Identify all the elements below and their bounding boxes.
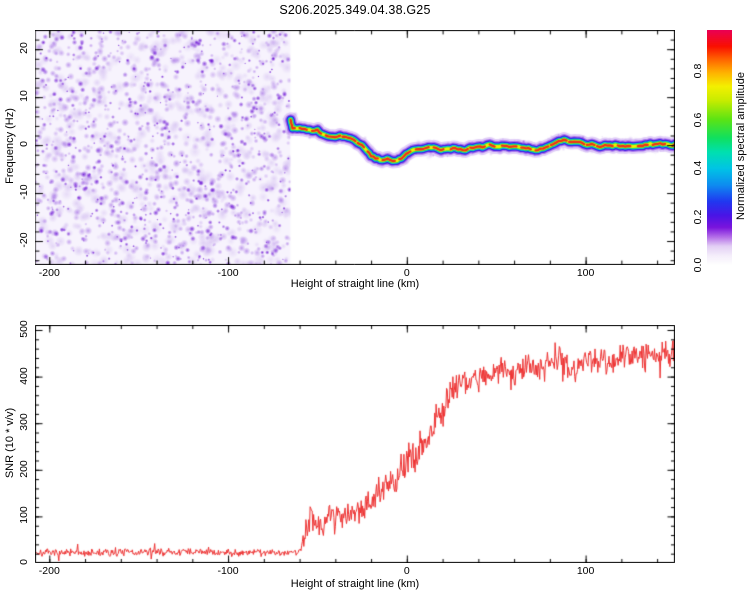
spectrogram-x-tick-label: 100 [576,267,595,279]
snr-y-tick-label: 300 [18,413,30,431]
spectrogram-y-tick-label: 20 [18,42,30,55]
snr-x-tick-label: 100 [576,565,595,577]
snr-x-tick-label: 0 [403,565,410,577]
snr-y-tick-label: 100 [18,506,30,525]
colorbar-tick-label: 0.4 [692,160,704,176]
snr-x-tick-label: -100 [217,565,239,577]
snr-y-tick-label: 200 [18,460,30,478]
page-title: S206.2025.349.04.38.G25 [279,3,431,17]
colorbar-label: Normalized spectral amplitude [735,72,747,220]
spectrogram-x-tick-label: 0 [403,267,410,279]
spectrogram-x-tick-label: -100 [217,267,239,279]
spectrogram-y-tick-label: 10 [18,90,30,102]
colorbar-tick-label: 0.8 [692,63,704,79]
snr-x-tick-label: -200 [38,565,60,577]
snr-y-tick-label: 0 [18,559,30,565]
spectrogram-y-tick-label: -10 [18,184,30,200]
spectrogram-x-axis-label: Height of straight line (km) [290,278,420,290]
colorbar-tick-label: 0.2 [692,209,704,224]
spectrogram-x-tick-label: -200 [38,267,60,279]
snr-y-tick-label: 400 [18,366,30,385]
snr-x-axis-label: Height of straight line (km) [290,578,420,590]
spectrogram-y-tick-label: 0 [18,141,30,148]
colorbar-tick-label: 0.0 [692,257,704,273]
spectrogram-y-tick-label: -20 [18,232,30,248]
snr-y-axis-label: SNR (10 * v/v) [4,407,16,479]
colorbar-gradient [707,30,732,265]
snr-y-tick-label: 500 [18,320,30,338]
spectrogram-canvas [35,30,675,265]
snr-canvas [35,325,675,563]
colorbar-tick-label: 0.6 [692,112,704,127]
spectrogram-y-axis-label: Frequency (Hz) [4,108,16,184]
